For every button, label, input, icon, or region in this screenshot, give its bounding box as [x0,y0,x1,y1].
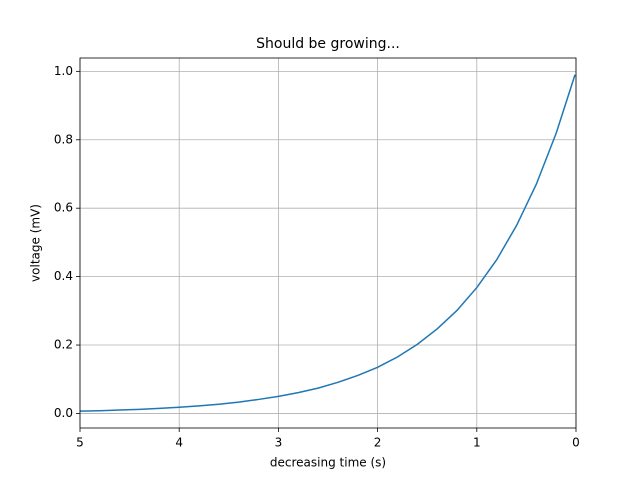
y-tick-label: 0.0 [54,406,73,420]
y-tick-label: 1.0 [54,64,73,78]
plot-frame [79,57,577,429]
x-axis-label: decreasing time (s) [270,456,386,470]
x-tick-label: 2 [374,436,382,450]
x-tick-label: 1 [473,436,481,450]
x-tick-label: 3 [275,436,283,450]
y-tick-label: 0.2 [54,338,73,352]
y-tick-label: 0.6 [54,201,73,215]
chart-title: Should be growing... [256,36,400,52]
y-tick-label: 0.8 [54,132,73,146]
x-tick-label: 5 [76,436,84,450]
x-tick-label: 4 [175,436,183,450]
y-tick-label: 0.4 [54,269,73,283]
line [79,74,576,412]
x-tick-label: 0 [572,436,580,450]
y-axis-label: voltage (mV) [29,204,43,282]
